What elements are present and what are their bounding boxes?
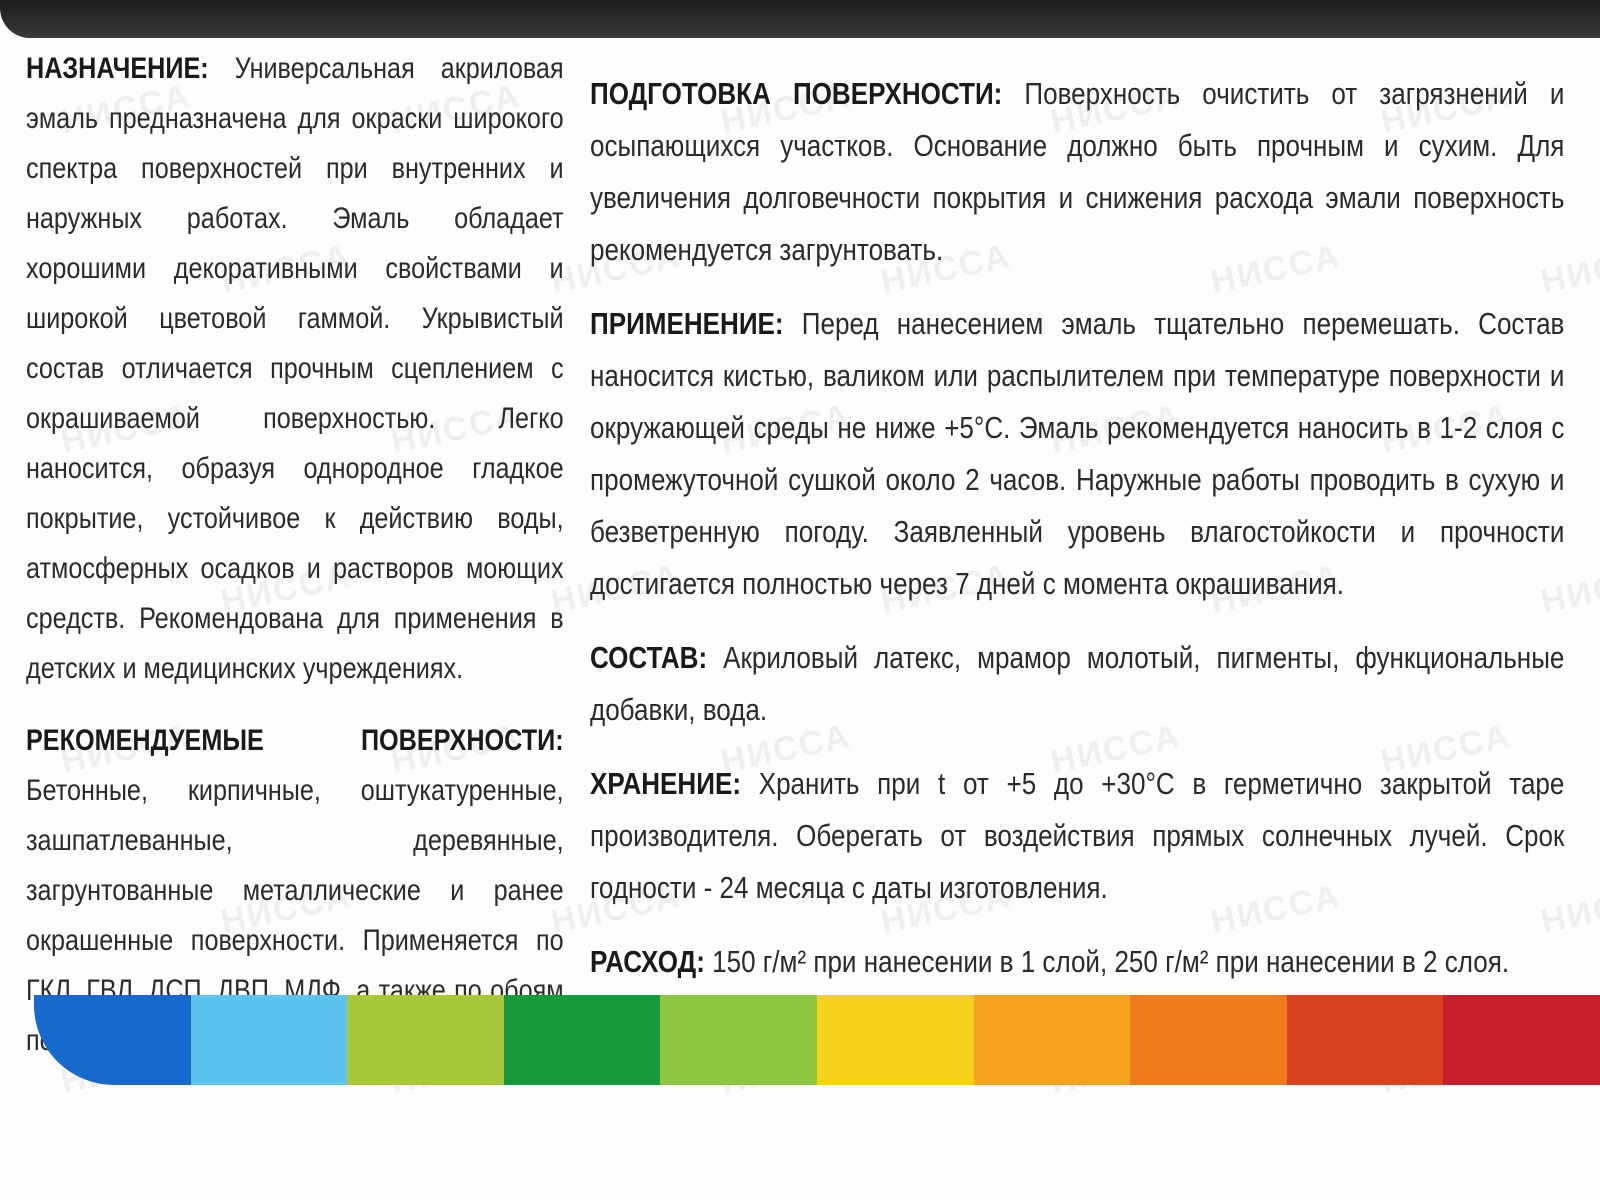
section: ПОДГОТОВКА ПОВЕРХНОСТИ: Поверхность очис… [590,68,1564,276]
section: ХРАНЕНИЕ: Хранить при t от +5 до +30°С в… [590,758,1564,914]
color-stripe [34,995,1600,1085]
section-heading: ПРИМЕНЕНИЕ: [590,306,784,341]
right-column: ПОДГОТОВКА ПОВЕРХНОСТИ: Поверхность очис… [590,68,1564,1010]
section: НАЗНАЧЕНИЕ: Универсальная акриловая эмал… [26,44,564,694]
section-heading: ХРАНЕНИЕ: [590,766,741,801]
section-heading: ПОДГОТОВКА ПОВЕРХНОСТИ: [590,76,1003,111]
section-heading: РАСХОД: [590,944,705,979]
section-text: Универсальная акриловая эмаль предназнач… [26,52,564,685]
section-heading: НАЗНАЧЕНИЕ: [26,52,209,85]
section-text: Акриловый латекс, мрамор молотый, пигмен… [590,640,1565,727]
section-text: Хранить при t от +5 до +30°С в герметичн… [590,766,1565,905]
section: СОСТАВ: Акриловый латекс, мрамор молотый… [590,632,1564,736]
section-text: Поверхность очистить от загрязнений и ос… [590,76,1565,267]
section-heading: СОСТАВ: [590,640,708,675]
left-column: НАЗНАЧЕНИЕ: Универсальная акриловая эмал… [26,44,564,1088]
section: ПРИМЕНЕНИЕ: Перед нанесением эмаль тщате… [590,298,1564,610]
section: РАСХОД: 150 г/м² при нанесении в 1 слой,… [590,936,1564,988]
lid-edge [0,0,1600,38]
section-text: Перед нанесением эмаль тщательно перемеш… [590,306,1565,601]
section-text: 150 г/м² при нанесении в 1 слой, 250 г/м… [712,944,1510,979]
section-heading: РЕКОМЕНДУЕМЫЕ ПОВЕРХНОСТИ: [26,724,564,757]
